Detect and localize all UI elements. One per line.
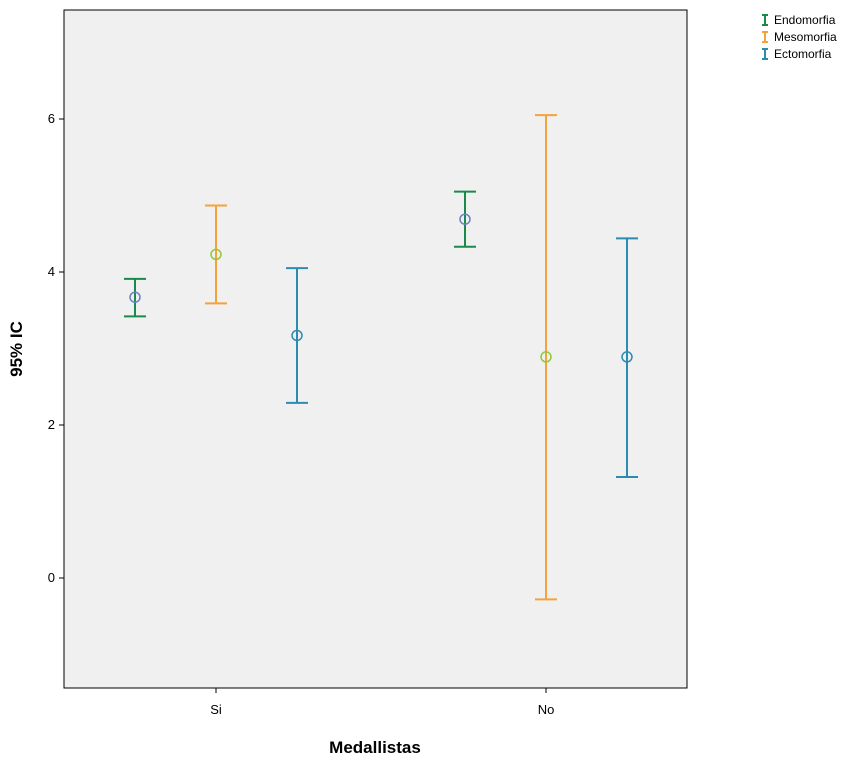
mean-marker: [291, 329, 303, 342]
x-tick-label: No: [538, 702, 555, 717]
mean-marker: [459, 213, 471, 225]
legend: Endomorfia Mesomorfia Ectomorfia: [762, 13, 837, 61]
error-bar-ectomorfia-no: [616, 237, 638, 479]
error-bar-mesomorfia-no: [535, 114, 557, 601]
legend-label: Mesomorfia: [774, 30, 837, 44]
error-bar-ectomorfia-si: [286, 267, 308, 404]
x-axis-ticks: Si No: [210, 688, 554, 717]
y-tick-label: 6: [48, 111, 55, 126]
error-bar-endomorfia-si: [124, 277, 146, 318]
legend-item-endomorfia: Endomorfia: [762, 13, 836, 27]
mean-marker: [540, 351, 552, 363]
error-bar-endomorfia-no: [454, 190, 476, 248]
error-bar-mesomorfia-si: [205, 204, 227, 305]
y-tick-label: 4: [48, 264, 55, 279]
mean-marker: [210, 248, 222, 261]
mean-marker: [621, 351, 633, 363]
x-axis-title: Medallistas: [329, 738, 421, 757]
legend-item-ectomorfia: Ectomorfia: [762, 47, 832, 61]
x-tick-label: Si: [210, 702, 222, 717]
plot-area: [63, 9, 688, 689]
legend-label: Ectomorfia: [774, 47, 832, 61]
y-axis-ticks: 0 2 4 6: [48, 111, 64, 585]
y-axis-title: 95% IC: [7, 321, 26, 377]
y-tick-label: 2: [48, 417, 55, 432]
legend-label: Endomorfia: [774, 13, 836, 27]
error-bars: [124, 114, 638, 601]
mean-marker: [129, 291, 141, 303]
legend-item-mesomorfia: Mesomorfia: [762, 30, 837, 44]
y-tick-label: 0: [48, 570, 55, 585]
